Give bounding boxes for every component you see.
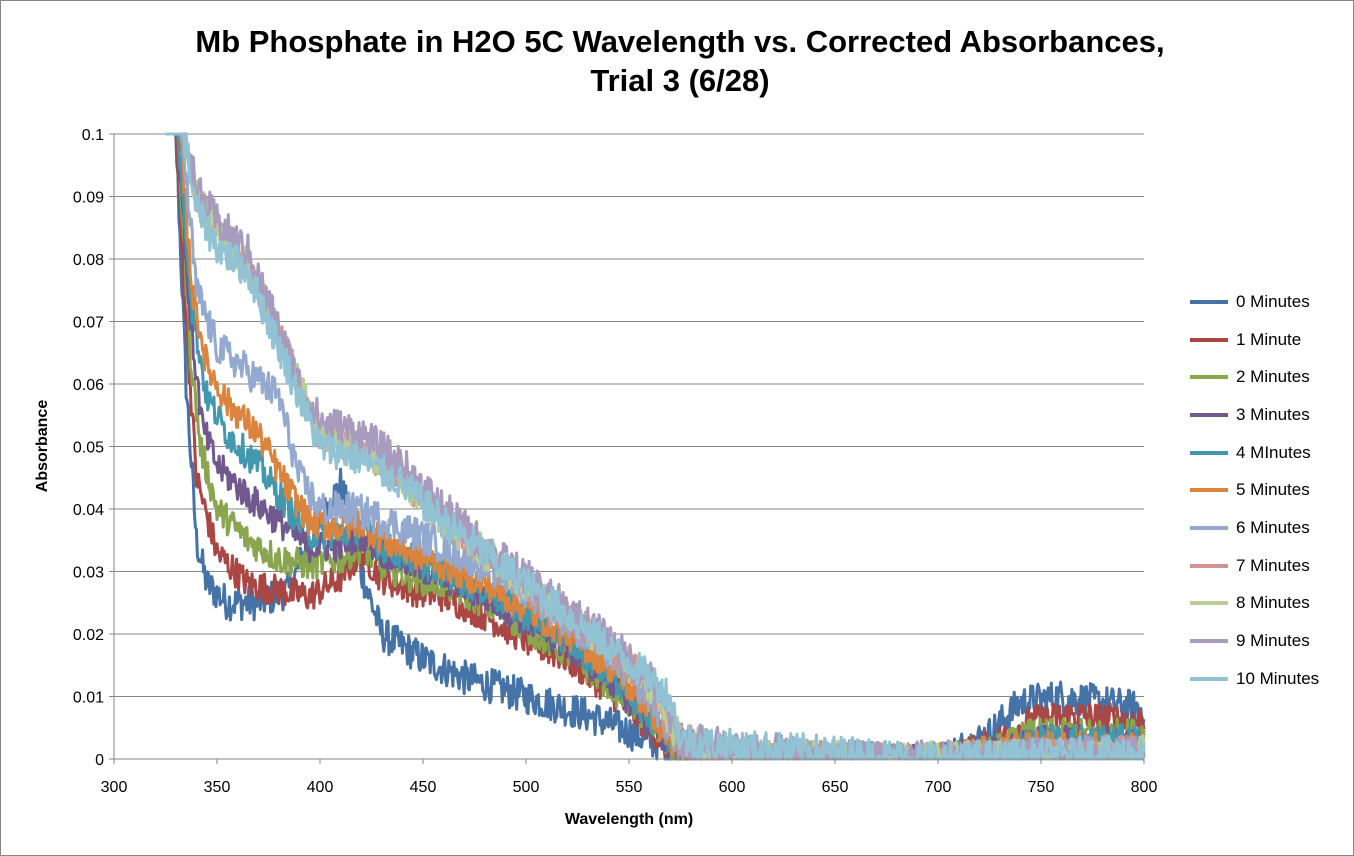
legend-item: 6 Minutes [1190, 509, 1319, 547]
legend-label: 10 Minutes [1236, 668, 1320, 688]
legend-item: 0 Minutes [1190, 283, 1319, 321]
y-tick-label: 0.1 [82, 127, 104, 144]
y-tick-label: 0 [95, 752, 104, 769]
chart-title: Mb Phosphate in H2O 5C Wavelength vs. Co… [100, 22, 1260, 100]
legend-item: 1 Minute [1190, 321, 1319, 359]
x-tick-label: 600 [719, 779, 746, 796]
y-tick-label: 0.01 [73, 690, 104, 707]
chart-title-line-2: Trial 3 (6/28) [590, 63, 770, 98]
legend-label: 3 Minutes [1236, 404, 1310, 424]
legend-swatch [1190, 525, 1228, 530]
legend-label: 6 Minutes [1236, 517, 1310, 537]
legend-label: 8 Minutes [1236, 593, 1310, 613]
y-tick-label: 0.09 [73, 190, 104, 207]
legend-swatch [1190, 412, 1228, 417]
x-tick-label: 300 [101, 779, 128, 796]
legend-item: 8 Minutes [1190, 585, 1319, 623]
y-tick-labels: 0 0.01 0.02 0.03 0.04 0.05 0.06 0.07 0.08 0.09 0.1 [73, 127, 104, 769]
legend-swatch [1190, 450, 1228, 455]
y-tick-label: 0.05 [73, 440, 104, 457]
legend-item: 10 Minutes [1190, 660, 1319, 698]
x-tick-label: 650 [822, 779, 849, 796]
axes [109, 133, 1145, 764]
legend-item: 3 Minutes [1190, 396, 1319, 434]
legend-swatch [1190, 676, 1228, 681]
y-axis-label: Absorbance [34, 400, 51, 493]
legend-swatch [1190, 337, 1228, 342]
legend-swatch [1190, 375, 1228, 380]
gridlines [114, 133, 1144, 697]
legend-swatch [1190, 488, 1228, 493]
legend-item: 4 MInutes [1190, 434, 1319, 472]
legend-item: 9 Minutes [1190, 622, 1319, 660]
y-tick-label: 0.06 [73, 377, 104, 394]
x-tick-label: 500 [513, 779, 540, 796]
legend-label: 0 Minutes [1236, 291, 1310, 311]
series-line-10-minutes [165, 132, 1146, 761]
legend-item: 2 Minutes [1190, 358, 1319, 396]
x-tick-label: 400 [307, 779, 334, 796]
x-tick-label: 450 [410, 779, 437, 796]
legend-swatch [1190, 563, 1228, 568]
y-tick-label: 0.03 [73, 565, 104, 582]
legend-label: 5 Minutes [1236, 480, 1310, 500]
x-tick-labels: 300 350 400 450 500 550 600 650 700 750 800 [101, 779, 1158, 796]
legend-label: 2 Minutes [1236, 367, 1310, 387]
x-tick-label: 800 [1131, 779, 1158, 796]
legend-label: 9 Minutes [1236, 631, 1310, 651]
legend-label: 7 Minutes [1236, 555, 1310, 575]
x-tick-label: 550 [616, 779, 643, 796]
y-tick-label: 0.08 [73, 252, 104, 269]
legend: 0 Minutes 1 Minute 2 Minutes 3 Minutes 4 MIn… [1190, 283, 1319, 698]
legend-label: 1 Minute [1236, 329, 1302, 349]
legend-swatch [1190, 639, 1228, 644]
y-tick-label: 0.07 [73, 315, 104, 332]
legend-label: 4 MInutes [1236, 442, 1311, 462]
legend-item: 7 Minutes [1190, 547, 1319, 585]
x-axis-label: Wavelength (nm) [565, 811, 693, 828]
y-tick-label: 0.02 [73, 627, 104, 644]
x-tick-label: 700 [925, 779, 952, 796]
legend-item: 5 Minutes [1190, 471, 1319, 509]
chart-title-line-1: Mb Phosphate in H2O 5C Wavelength vs. Co… [195, 24, 1165, 59]
legend-swatch [1190, 601, 1228, 606]
y-tick-label: 0.04 [73, 502, 104, 519]
x-tick-label: 750 [1028, 779, 1055, 796]
x-tick-label: 350 [204, 779, 231, 796]
legend-swatch [1190, 299, 1228, 304]
